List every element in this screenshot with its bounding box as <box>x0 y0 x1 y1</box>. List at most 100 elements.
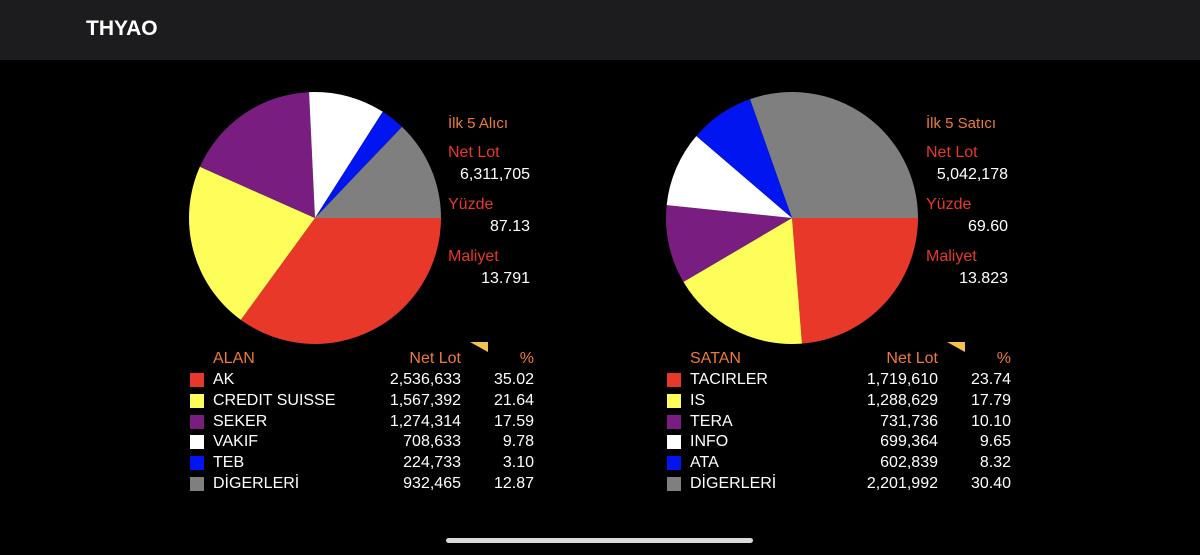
legend-swatch <box>667 414 681 429</box>
net-lot-value: 2,536,633 <box>389 371 461 388</box>
broker-name: VAKIF <box>213 433 259 451</box>
broker-name: DİGERLERİ <box>213 475 300 492</box>
buyers-table: ALAN Net Lot % AK 2,536,633 35.02 CREDIT SU… <box>189 342 534 498</box>
buyers-col-pct[interactable]: % <box>519 350 534 367</box>
legend-swatch <box>667 435 681 450</box>
table-row[interactable]: ATA 602,839 8.32 <box>666 453 1011 474</box>
sort-indicator-icon[interactable] <box>947 342 965 352</box>
buyers-table-header: ALAN Net Lot % <box>189 342 534 370</box>
percent-value: 8.32 <box>979 454 1011 472</box>
net-lot-value: 932,465 <box>403 475 461 492</box>
sellers-table: SATAN Net Lot % TACIRLER 1,719,610 23.74 IS… <box>666 342 1011 498</box>
pie-slice-credit-suisse <box>188 166 315 320</box>
pie-slice-ata <box>696 99 792 218</box>
table-row[interactable]: TACIRLER 1,719,610 23.74 <box>666 370 1011 391</box>
broker-name: IS <box>690 391 706 409</box>
legend-swatch <box>190 435 204 450</box>
sellers-col-net-lot[interactable]: Net Lot <box>886 350 938 367</box>
table-row[interactable]: DİGERLERİ 2,201,992 30.40 <box>666 474 1011 495</box>
legend-swatch <box>190 477 204 491</box>
broker-name: TEB <box>213 454 245 472</box>
legend-swatch <box>190 393 204 408</box>
broker-name: ATA <box>690 454 719 472</box>
home-indicator[interactable] <box>446 538 753 543</box>
legend-swatch <box>190 373 204 387</box>
table-row[interactable]: CREDIT SUISSE 1,567,392 21.64 <box>189 391 534 412</box>
sellers-summary-title: İlk 5 Satıcı <box>926 115 997 132</box>
net-lot-value: 1,719,610 <box>866 371 938 388</box>
percent-value: 3.10 <box>502 454 534 472</box>
pie-slice-vakif <box>309 92 383 218</box>
pie-slice-teb <box>315 111 403 218</box>
net-lot-value: 602,839 <box>880 454 938 472</box>
percent-value: 21.64 <box>493 391 534 409</box>
top-bar: THYAO <box>0 0 1200 60</box>
percent-value: 35.02 <box>493 371 534 388</box>
legend-swatch <box>667 477 681 491</box>
net-lot-value: 708,633 <box>403 433 461 451</box>
sellers-table-header: SATAN Net Lot % <box>666 342 1011 370</box>
sellers-net-lot-value: 5,042,178 <box>936 166 1008 183</box>
buyers-maliyet-value: 13.791 <box>481 270 530 287</box>
pie-slice-seker <box>199 92 315 218</box>
sort-indicator-icon[interactable] <box>470 342 488 352</box>
net-lot-value: 1,274,314 <box>389 412 461 430</box>
net-lot-value: 731,736 <box>880 412 938 430</box>
percent-value: 12.87 <box>493 475 534 492</box>
buyers-net-lot-value: 6,311,705 <box>460 166 530 183</box>
table-row[interactable]: TERA 731,736 10.10 <box>666 412 1011 433</box>
legend-swatch <box>190 414 204 429</box>
legend-swatch <box>667 393 681 408</box>
legend-swatch <box>667 456 681 471</box>
net-lot-value: 699,364 <box>880 433 938 451</box>
table-row[interactable]: AK 2,536,633 35.02 <box>189 370 534 391</box>
table-row[interactable]: INFO 699,364 9.65 <box>666 432 1011 453</box>
legend-swatch <box>667 373 681 387</box>
pie-slice-di-gerleri- <box>315 126 441 218</box>
pie-slice-info <box>666 135 792 218</box>
percent-value: 30.40 <box>970 475 1011 492</box>
sellers-col-name: SATAN <box>690 350 741 367</box>
net-lot-value: 224,733 <box>403 454 461 472</box>
buyers-yuzde-value: 87.13 <box>489 218 530 235</box>
broker-name: AK <box>213 371 235 388</box>
sellers-maliyet-label: Maliyet <box>926 248 977 265</box>
percent-value: 17.79 <box>970 391 1011 409</box>
table-row[interactable]: TEB 224,733 3.10 <box>189 453 534 474</box>
sellers-yuzde-value: 69.60 <box>967 218 1008 235</box>
buyers-summary-title: İlk 5 Alıcı <box>448 115 509 132</box>
sellers-col-pct[interactable]: % <box>996 350 1011 367</box>
buyers-net-lot-label: Net Lot <box>448 144 500 161</box>
table-row[interactable]: VAKIF 708,633 9.78 <box>189 432 534 453</box>
percent-value: 10.10 <box>970 412 1011 430</box>
pie-slice-tera <box>666 205 792 282</box>
buyers-col-name: ALAN <box>213 350 255 367</box>
percent-value: 17.59 <box>493 412 534 430</box>
table-row[interactable]: SEKER 1,274,314 17.59 <box>189 412 534 433</box>
percent-value: 9.65 <box>979 433 1011 451</box>
net-lot-value: 1,288,629 <box>866 391 938 409</box>
stock-symbol-title: THYAO <box>86 17 158 40</box>
broker-name: DİGERLERİ <box>690 475 777 492</box>
percent-value: 23.74 <box>970 371 1011 388</box>
legend-swatch <box>190 456 204 471</box>
table-row[interactable]: DİGERLERİ 932,465 12.87 <box>189 474 534 495</box>
table-row[interactable]: IS 1,288,629 17.79 <box>666 391 1011 412</box>
buyers-maliyet-label: Maliyet <box>448 248 499 265</box>
pie-slice-is <box>683 218 802 344</box>
sellers-summary: İlk 5 Satıcı Net Lot 5,042,178 Yüzde 69.… <box>908 112 1008 292</box>
broker-name: INFO <box>690 433 729 451</box>
broker-name: CREDIT SUISSE <box>213 391 336 409</box>
broker-name: SEKER <box>213 412 268 430</box>
buyers-pie-chart <box>188 92 441 345</box>
broker-name: TERA <box>690 412 733 430</box>
buyers-yuzde-label: Yüzde <box>448 196 494 213</box>
pie-slice-di-gerleri- <box>750 91 918 218</box>
sellers-net-lot-label: Net Lot <box>926 144 978 161</box>
sellers-maliyet-value: 13.823 <box>959 270 1008 287</box>
sellers-pie-chart <box>666 91 918 344</box>
buyers-col-net-lot[interactable]: Net Lot <box>409 350 461 367</box>
buyers-summary: İlk 5 Alıcı Net Lot 6,311,705 Yüzde 87.1… <box>430 112 530 292</box>
net-lot-value: 1,567,392 <box>389 391 461 409</box>
pie-slice-tacirler <box>792 218 918 344</box>
